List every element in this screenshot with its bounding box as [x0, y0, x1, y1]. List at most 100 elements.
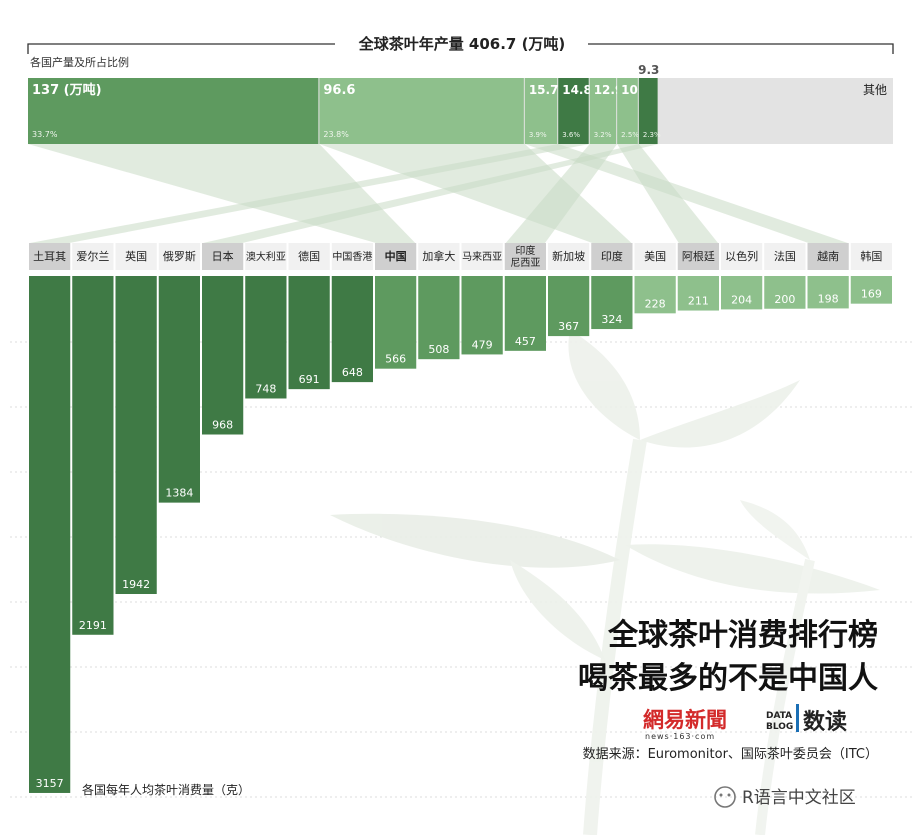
consumption-bar: [331, 276, 373, 383]
production-value-label: 15.7: [529, 83, 559, 97]
consumption-value-label: 211: [688, 295, 709, 308]
category-label-box: [375, 243, 417, 270]
production-percent-label: 2.5%: [621, 131, 639, 139]
connector-band: [505, 144, 618, 243]
consumption-value-label: 169: [861, 288, 882, 301]
connector-band: [203, 144, 659, 243]
category-label: 美国: [644, 250, 666, 263]
production-segment: [28, 78, 319, 144]
netease-logo-url: news·163·com: [645, 732, 715, 741]
datablog-top: DATA: [766, 711, 792, 721]
production-value-label: 137 (万吨): [32, 82, 102, 98]
category-label-box: [202, 243, 244, 270]
category-label: 法国: [774, 249, 796, 263]
category-label: 日本: [212, 249, 234, 263]
headline-line1: 全球茶叶消费排行榜: [607, 618, 878, 653]
source-text: 数据来源：Euromonitor、国际茶叶委员会（ITC）: [583, 746, 878, 762]
category-label-box: [245, 243, 287, 270]
category-label: 马来西亚: [462, 251, 502, 263]
watermark: R语言中文社区: [714, 786, 856, 808]
production-percent-label: 33.7%: [32, 130, 58, 139]
consumption-bar: [548, 276, 590, 337]
production-percent-label: 3.9%: [529, 131, 547, 139]
consumption-bars: 土耳其 3157 爱尔兰 2191 英国 1942 俄罗斯 1384 日本 968 澳大利亚 748 德…: [29, 243, 892, 793]
shudu-text: 数读: [803, 709, 847, 735]
tea-leaf-decoration: [330, 330, 880, 835]
production-subtitle: 各国产量及所占比例: [30, 55, 129, 69]
consumption-value-label: 200: [774, 293, 795, 306]
connector-bands: [28, 144, 848, 243]
category-label: 新加坡: [552, 249, 585, 263]
category-label: 英国: [125, 249, 147, 263]
category-label-box: [418, 243, 460, 270]
category-label: 印度: [601, 249, 623, 263]
production-value-label: 12.9: [594, 83, 624, 97]
connector-band: [30, 144, 590, 243]
production-segment: [319, 78, 524, 144]
category-label: 土耳其: [33, 250, 66, 263]
production-segment: [558, 78, 589, 144]
headline-line2: 喝茶最多的不是中国人: [578, 661, 878, 696]
category-label-box: [634, 243, 676, 270]
consumption-value-label: 367: [558, 320, 579, 333]
category-label-box: [72, 243, 114, 270]
consumption-value-label: 648: [342, 366, 363, 379]
category-label: 中国: [385, 249, 407, 263]
production-value-label: 96.6: [323, 83, 355, 98]
consumption-value-label: 1942: [122, 578, 150, 591]
production-percent-label: 23.8%: [323, 130, 349, 139]
category-label-box: [591, 243, 633, 270]
connector-band: [28, 144, 416, 243]
consumption-value-label: 204: [731, 293, 752, 306]
category-label-box: [461, 243, 503, 270]
category-label-box: [721, 243, 763, 270]
production-bar: 137 (万吨) 33.7% 96.6 23.8% 15.7 3.9% 14.8 3.6% 12…: [28, 63, 893, 144]
consumption-bar: [202, 276, 244, 435]
category-label: 以色列: [725, 249, 758, 263]
consumption-bar: [807, 276, 849, 309]
consumption-bar: [504, 276, 546, 351]
production-other-label: 其他: [863, 83, 887, 97]
consumption-value-label: 228: [645, 297, 666, 310]
consumption-value-label: 691: [299, 373, 320, 386]
consumption-value-label: 198: [818, 292, 839, 305]
category-label-box: [29, 243, 71, 270]
production-segment: [524, 78, 558, 144]
consumption-value-label: 968: [212, 419, 233, 432]
production-title: 全球茶叶年产量 406.7 (万吨): [358, 35, 566, 53]
category-label: 尼西亚: [510, 257, 540, 269]
category-label: 阿根廷: [682, 249, 715, 263]
netease-logo: 網易新聞 news·163·com: [643, 708, 727, 741]
consumption-value-label: 2191: [79, 619, 107, 632]
category-label-box: [850, 243, 892, 270]
consumption-bar: [72, 276, 114, 635]
category-label: 越南: [817, 249, 839, 263]
production-segment: [589, 78, 617, 144]
connector-band: [617, 144, 718, 243]
netease-logo-text: 網易新聞: [643, 708, 727, 732]
consumption-bar: [721, 276, 763, 310]
category-label-box: [807, 243, 849, 270]
production-percent-label: 3.6%: [562, 131, 580, 139]
datablog-bottom: BLOG: [766, 722, 793, 732]
consumption-value-label: 748: [255, 382, 276, 395]
consumption-bar: [634, 276, 676, 314]
category-label: 中国香港: [332, 250, 372, 263]
production-value-label: 14.8: [562, 83, 592, 97]
connector-band: [524, 144, 848, 243]
consumption-bar: [115, 276, 157, 595]
consumption-bar: [158, 276, 200, 503]
consumption-bar: [375, 276, 417, 369]
watermark-text: R语言中文社区: [742, 788, 856, 808]
consumption-value-label: 324: [601, 313, 622, 326]
category-label-box: [504, 243, 546, 270]
consumption-bar: [764, 276, 806, 309]
consumption-value-label: 566: [385, 353, 406, 366]
category-label: 德国: [298, 249, 320, 263]
consumption-bar: [591, 276, 633, 330]
consumption-axis-label: 各国每年人均茶叶消费量（克）: [82, 782, 250, 797]
production-segment: [617, 78, 638, 144]
consumption-value-label: 1384: [165, 487, 193, 500]
consumption-value-label: 479: [472, 338, 493, 351]
